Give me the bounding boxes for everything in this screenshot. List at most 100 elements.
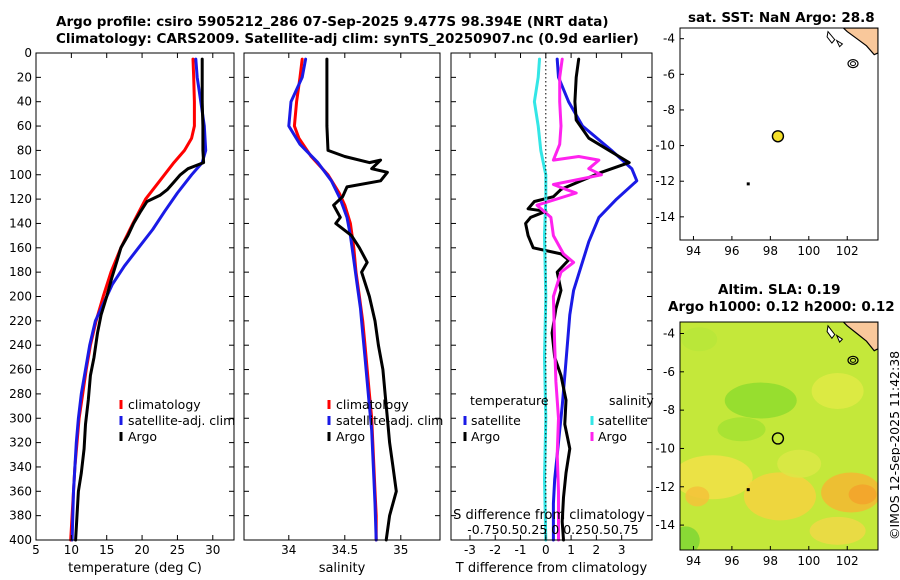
ytick-label-17: 340 xyxy=(9,460,32,474)
xtick-label-temperature-3: 20 xyxy=(134,543,149,557)
series-salinity-2 xyxy=(325,57,398,542)
map-xtick-label-sst_map-0: 94 xyxy=(686,244,701,258)
sla-anomaly-patch-8 xyxy=(809,516,866,545)
legend-label-S-1: Argo xyxy=(598,429,627,444)
xtick-label-difference-2: -1 xyxy=(515,543,527,557)
ytick-label-0: 0 xyxy=(24,46,32,60)
figure-title-line2: Climatology: CARS2009. Satellite-adj cli… xyxy=(56,31,639,47)
map-frame-sla_map xyxy=(679,321,879,551)
enggano-island-outer xyxy=(847,59,859,69)
xtick-label-temperature-5: 30 xyxy=(205,543,220,557)
xtick-label-temperature-2: 15 xyxy=(99,543,114,557)
cocos-island xyxy=(746,488,750,492)
island-small xyxy=(835,39,844,48)
map-ytick-label-sla_map-3: -10 xyxy=(655,441,675,455)
ytick-label-19: 380 xyxy=(9,509,32,523)
ytick-label-3: 60 xyxy=(17,119,32,133)
map-xtick-label-sst_map-4: 102 xyxy=(836,244,859,258)
ytick-label-12: 240 xyxy=(9,338,32,352)
panel-difference-background xyxy=(451,53,652,540)
sumatra-coast xyxy=(842,322,878,352)
ytick-label-10: 200 xyxy=(9,290,32,304)
legend-label-temperature-2: Argo xyxy=(128,429,157,444)
enggano-island-outer xyxy=(847,355,859,365)
ytick-label-9: 180 xyxy=(9,265,32,279)
series-salinity-1 xyxy=(287,57,378,542)
xlabel-difference: T difference from climatology xyxy=(455,561,648,576)
cocos-island xyxy=(746,182,750,186)
legend-label-temperature-1: satellite-adj. clim xyxy=(128,413,235,428)
island-north xyxy=(826,30,836,44)
map-ytick-label-sla_map-5: -14 xyxy=(655,518,675,532)
argo-float-marker-sst_map xyxy=(771,130,785,143)
legend-label-salinity-2: Argo xyxy=(336,429,365,444)
map-xtick-label-sla_map-4: 102 xyxy=(836,554,859,568)
legend-label-T-1: Argo xyxy=(471,429,500,444)
legend-title-temperature: temperature xyxy=(470,393,549,408)
figure-title-line1: Argo profile: csiro 5905212_286 07-Sep-2… xyxy=(56,14,609,30)
xlabel-salinity: salinity xyxy=(319,561,366,576)
sla-anomaly-patch-7 xyxy=(685,486,710,507)
xtick-label-difference-5: 2 xyxy=(593,543,601,557)
series-temperature-2 xyxy=(74,57,206,542)
xtick-label-salinity-2: 35 xyxy=(393,543,408,557)
map-xtick-label-sla_map-1: 96 xyxy=(724,554,739,568)
ytick-label-13: 260 xyxy=(9,363,32,377)
xtick-label-difference-0: -3 xyxy=(464,543,476,557)
sla-map-title-line2: Argo h1000: 0.12 h2000: 0.12 xyxy=(668,299,895,315)
map-xtick-label-sla_map-3: 100 xyxy=(797,554,820,568)
sla-anomaly-patch-6 xyxy=(848,484,877,505)
map-frame-sst_map xyxy=(679,27,879,241)
map-ytick-label-sla_map-4: -12 xyxy=(655,480,675,494)
sla-anomaly-patch-2 xyxy=(811,372,864,409)
ytick-label-16: 320 xyxy=(9,436,32,450)
sla-anomaly-patch-11 xyxy=(777,449,822,478)
xtick-label-difference-6: 3 xyxy=(618,543,626,557)
ytick-label-7: 140 xyxy=(9,216,32,230)
map-xtick-label-sla_map-0: 94 xyxy=(686,554,701,568)
map-xtick-label-sst_map-2: 98 xyxy=(763,244,778,258)
sumatra-coast xyxy=(842,28,878,56)
series-difference-3 xyxy=(535,57,603,542)
sla-anomaly-patch-1 xyxy=(717,417,766,442)
map-ytick-label-sst_map-3: -10 xyxy=(655,139,675,153)
xtick-label-temperature-0: 5 xyxy=(32,543,40,557)
ytick-label-8: 160 xyxy=(9,241,32,255)
sla-anomaly-patch-0 xyxy=(724,382,797,419)
island-north xyxy=(826,324,836,340)
map-xtick-label-sla_map-2: 98 xyxy=(763,554,778,568)
sla-anomaly-patch-10 xyxy=(681,327,718,352)
xtick-label-difference-4: 1 xyxy=(567,543,575,557)
xtick-label-difference-3: 0 xyxy=(542,543,550,557)
xtick-label-salinity-1: 34.5 xyxy=(331,543,358,557)
sla-anomaly-patch-3 xyxy=(680,455,753,500)
island-small xyxy=(835,334,844,343)
sst-map-title: sat. SST: NaN Argo: 28.8 xyxy=(688,10,875,26)
ytick-label-14: 280 xyxy=(9,387,32,401)
sla-anomaly-patch-9 xyxy=(680,526,700,550)
series-temperature-1 xyxy=(70,57,208,542)
map-xtick-label-sst_map-3: 100 xyxy=(797,244,820,258)
ytick-label-5: 100 xyxy=(9,168,32,182)
ytick-label-6: 120 xyxy=(9,192,32,206)
map-ytick-label-sla_map-0: -4 xyxy=(663,326,675,340)
ytick-label-20: 400 xyxy=(9,533,32,547)
legend-label-S-0: satellite xyxy=(598,413,648,428)
map-ytick-label-sst_map-4: -12 xyxy=(655,174,675,188)
ytick-label-1: 20 xyxy=(17,70,32,84)
argo-float-marker-sla_map xyxy=(771,432,785,445)
ytick-label-18: 360 xyxy=(9,484,32,498)
legend-label-temperature-0: climatology xyxy=(128,397,201,412)
map-ytick-label-sst_map-1: -6 xyxy=(663,67,675,81)
xtick-label-temperature-1: 10 xyxy=(64,543,79,557)
map-xtick-label-sst_map-1: 96 xyxy=(724,244,739,258)
enggano-island-inner xyxy=(850,357,857,363)
ytick-label-2: 40 xyxy=(17,95,32,109)
xlabel-salinity-difference: S difference from climatology xyxy=(453,508,645,523)
xtick-label-difference-1: -2 xyxy=(489,543,501,557)
map-content-sla_map xyxy=(680,322,878,550)
legend-title-salinity: salinity xyxy=(609,393,654,408)
series-difference-1 xyxy=(524,57,631,542)
ytick-label-15: 300 xyxy=(9,411,32,425)
